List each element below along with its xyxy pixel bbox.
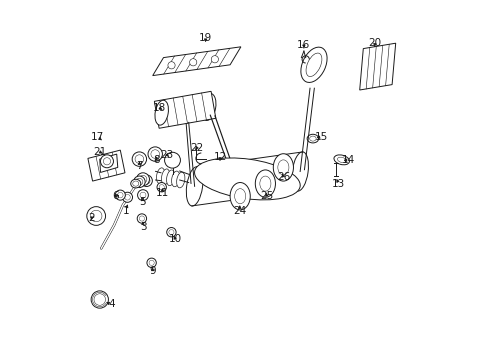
Text: 13: 13 bbox=[331, 179, 345, 189]
Ellipse shape bbox=[87, 207, 105, 225]
Ellipse shape bbox=[168, 230, 174, 235]
Ellipse shape bbox=[140, 192, 145, 198]
Ellipse shape bbox=[151, 150, 159, 158]
Ellipse shape bbox=[90, 210, 102, 222]
Polygon shape bbox=[359, 43, 395, 90]
Text: 10: 10 bbox=[168, 234, 182, 244]
Polygon shape bbox=[154, 91, 215, 128]
Ellipse shape bbox=[167, 62, 175, 69]
Ellipse shape bbox=[132, 152, 146, 166]
Ellipse shape bbox=[139, 175, 146, 183]
Ellipse shape bbox=[130, 179, 141, 188]
Ellipse shape bbox=[255, 170, 275, 197]
Ellipse shape bbox=[94, 294, 105, 305]
Text: 15: 15 bbox=[315, 132, 328, 142]
Ellipse shape bbox=[91, 291, 108, 308]
Ellipse shape bbox=[149, 260, 154, 265]
Text: 25: 25 bbox=[260, 191, 273, 201]
Text: 20: 20 bbox=[367, 38, 381, 48]
Ellipse shape bbox=[139, 216, 144, 221]
Text: 3: 3 bbox=[140, 222, 146, 232]
Ellipse shape bbox=[122, 192, 132, 202]
Text: 11: 11 bbox=[156, 188, 169, 198]
Ellipse shape bbox=[146, 258, 156, 267]
Text: 4: 4 bbox=[108, 299, 114, 309]
Text: 26: 26 bbox=[276, 172, 289, 182]
Ellipse shape bbox=[155, 100, 168, 125]
Ellipse shape bbox=[171, 171, 180, 187]
Ellipse shape bbox=[211, 56, 218, 63]
Ellipse shape bbox=[234, 189, 245, 204]
Ellipse shape bbox=[305, 53, 321, 77]
Ellipse shape bbox=[133, 176, 145, 188]
Ellipse shape bbox=[176, 172, 184, 188]
Ellipse shape bbox=[333, 155, 349, 165]
Ellipse shape bbox=[156, 168, 164, 184]
Text: 17: 17 bbox=[91, 132, 104, 142]
Ellipse shape bbox=[164, 152, 180, 168]
Text: 2: 2 bbox=[88, 213, 95, 223]
Ellipse shape bbox=[194, 158, 300, 200]
Text: 8: 8 bbox=[153, 155, 159, 165]
Ellipse shape bbox=[135, 155, 143, 163]
Polygon shape bbox=[152, 47, 241, 76]
Ellipse shape bbox=[157, 183, 166, 192]
Text: 16: 16 bbox=[297, 40, 310, 50]
Ellipse shape bbox=[161, 169, 169, 185]
Ellipse shape bbox=[300, 47, 326, 82]
Ellipse shape bbox=[273, 154, 293, 181]
Text: 24: 24 bbox=[233, 206, 246, 216]
Ellipse shape bbox=[189, 59, 196, 66]
Text: 5: 5 bbox=[140, 197, 146, 207]
Ellipse shape bbox=[148, 147, 162, 161]
Text: 21: 21 bbox=[93, 147, 106, 157]
Ellipse shape bbox=[124, 194, 130, 200]
Ellipse shape bbox=[166, 170, 175, 186]
Ellipse shape bbox=[306, 134, 318, 143]
Text: 12: 12 bbox=[213, 152, 226, 162]
Ellipse shape bbox=[186, 167, 203, 206]
Ellipse shape bbox=[309, 136, 316, 141]
Ellipse shape bbox=[136, 178, 142, 185]
Ellipse shape bbox=[115, 190, 125, 200]
Polygon shape bbox=[88, 150, 125, 181]
Ellipse shape bbox=[166, 228, 176, 237]
Ellipse shape bbox=[101, 155, 113, 168]
Ellipse shape bbox=[136, 173, 149, 186]
Ellipse shape bbox=[201, 93, 216, 121]
Text: 23: 23 bbox=[160, 150, 173, 160]
Text: 22: 22 bbox=[190, 143, 203, 153]
Ellipse shape bbox=[143, 177, 150, 184]
Ellipse shape bbox=[337, 157, 345, 162]
Ellipse shape bbox=[159, 185, 164, 190]
Ellipse shape bbox=[132, 181, 139, 186]
Text: 18: 18 bbox=[153, 103, 166, 113]
Text: 14: 14 bbox=[342, 155, 355, 165]
Ellipse shape bbox=[137, 190, 148, 201]
Ellipse shape bbox=[141, 175, 152, 186]
Text: 9: 9 bbox=[149, 266, 156, 276]
Ellipse shape bbox=[259, 176, 270, 191]
Ellipse shape bbox=[137, 214, 146, 223]
Text: 1: 1 bbox=[122, 206, 129, 216]
Text: 6: 6 bbox=[112, 191, 119, 201]
Ellipse shape bbox=[117, 192, 123, 198]
Ellipse shape bbox=[230, 183, 250, 210]
Ellipse shape bbox=[291, 152, 308, 191]
Polygon shape bbox=[100, 154, 118, 172]
Ellipse shape bbox=[103, 158, 110, 165]
Text: 19: 19 bbox=[199, 33, 212, 43]
Text: 7: 7 bbox=[136, 161, 142, 171]
Ellipse shape bbox=[277, 160, 288, 175]
